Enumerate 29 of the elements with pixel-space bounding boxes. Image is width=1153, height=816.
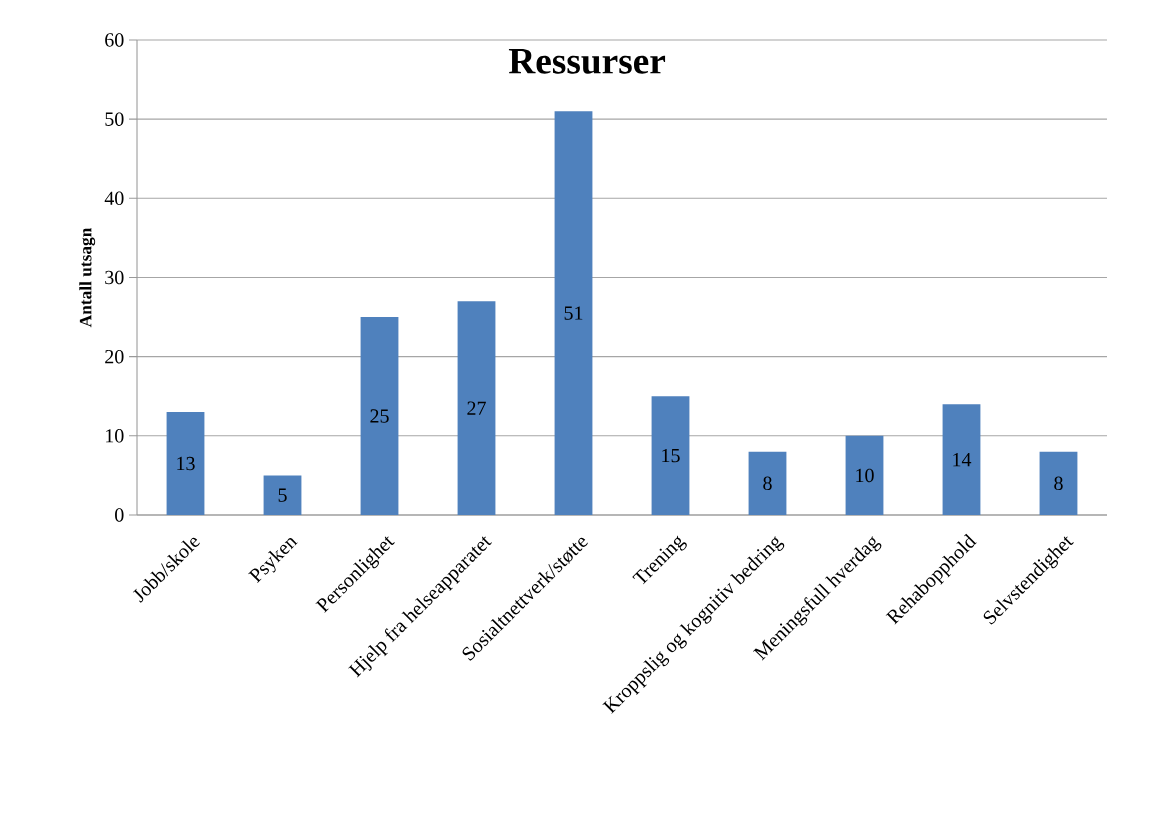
bar: [360, 317, 399, 515]
bar: [457, 301, 496, 515]
y-tick-label: 30: [105, 270, 124, 285]
y-tick-label: 40: [104, 191, 124, 206]
data-label: 10: [856, 468, 874, 483]
bar: [942, 404, 981, 515]
data-label: 5: [278, 488, 287, 502]
bar: [845, 435, 884, 515]
data-label: 13: [177, 456, 195, 471]
data-label: 27: [467, 401, 486, 415]
data-label: 51: [564, 306, 583, 320]
bar: [166, 412, 205, 515]
bar: [748, 451, 787, 515]
y-tick-label: 50: [105, 112, 124, 126]
y-tick-label: 0: [115, 508, 124, 522]
chart-title: Ressurser: [508, 48, 666, 74]
y-tick-label: 20: [105, 349, 124, 364]
data-label: 25: [370, 409, 389, 423]
bar: [554, 111, 593, 515]
data-label: 14: [953, 452, 972, 467]
bar: [263, 475, 302, 515]
y-axis-title: Antall utsagn: [79, 227, 96, 328]
data-label: 8: [1054, 476, 1063, 491]
data-label: 8: [763, 476, 772, 491]
y-tick-label: 60: [105, 33, 124, 47]
data-label: 15: [662, 448, 680, 463]
bar: [1039, 451, 1078, 515]
bar: [651, 396, 690, 515]
y-tick-label: 10: [106, 429, 124, 443]
